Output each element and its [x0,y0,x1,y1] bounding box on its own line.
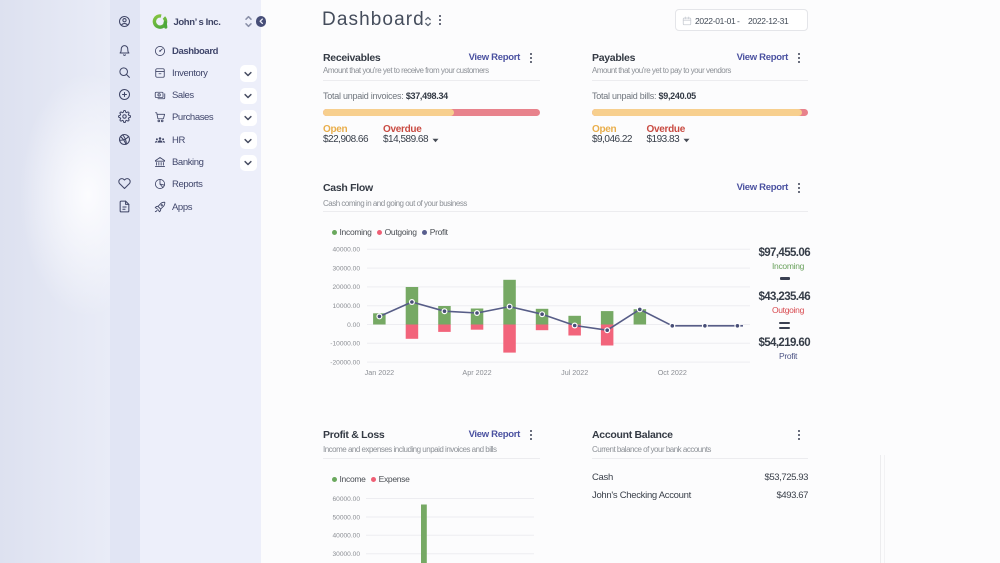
svg-text:0.00: 0.00 [347,322,360,329]
svg-text:Apr 2022: Apr 2022 [462,368,491,377]
svg-text:60000.00: 60000.00 [332,496,360,503]
svg-text:Jul 2022: Jul 2022 [561,368,588,377]
svg-text:40000.00: 40000.00 [332,533,360,540]
svg-text:30000.00: 30000.00 [332,551,360,558]
svg-text:-20000.00: -20000.00 [330,359,360,366]
svg-text:40000.00: 40000.00 [332,247,360,254]
svg-text:-10000.00: -10000.00 [330,341,360,348]
svg-text:20000.00: 20000.00 [332,284,360,291]
svg-text:Oct 2022: Oct 2022 [658,368,687,377]
svg-text:Jan 2022: Jan 2022 [365,368,395,377]
svg-text:10000.00: 10000.00 [332,303,360,310]
svg-text:30000.00: 30000.00 [332,265,360,272]
svg-text:50000.00: 50000.00 [332,514,360,521]
